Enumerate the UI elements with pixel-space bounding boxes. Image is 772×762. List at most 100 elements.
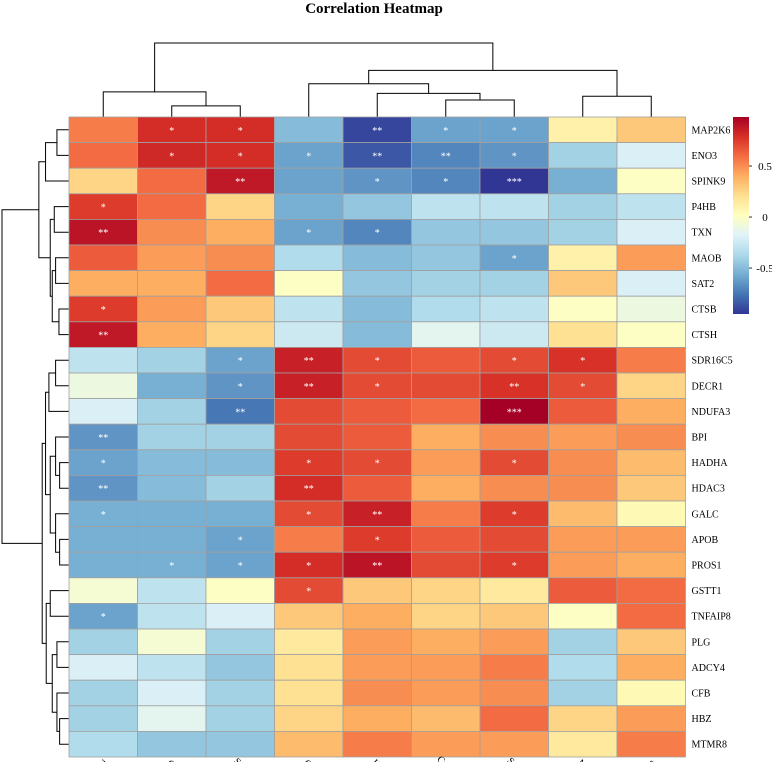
heatmap-cell: [205, 603, 275, 630]
heatmap-cell: [411, 167, 481, 195]
heatmap-cell: [68, 731, 138, 758]
heatmap-cell: [616, 193, 686, 220]
heatmap-cell: [342, 577, 412, 604]
heatmap-cell: [342, 705, 412, 732]
heatmap-cell: [274, 423, 344, 451]
heatmap-cell: [411, 628, 481, 656]
heatmap-cell: [137, 423, 207, 451]
significance-star: *: [238, 382, 243, 393]
significance-star: *: [306, 561, 311, 572]
heatmap-cell: [274, 321, 344, 348]
heatmap-cell: [342, 244, 412, 272]
heatmap-cell: [274, 167, 344, 195]
row-label: ENO3: [692, 151, 718, 162]
heatmap-cell: [479, 705, 549, 732]
heatmap-cell: [548, 321, 618, 348]
heatmap-cell: [548, 628, 618, 656]
row-label: CTSB: [692, 305, 717, 316]
column-label: Gly: [164, 758, 182, 762]
heatmap-cell: [342, 218, 412, 246]
heatmap-cell: [68, 577, 138, 604]
heatmap-cell: [68, 603, 138, 630]
heatmap-cell: [342, 295, 412, 323]
significance-star: *: [101, 305, 106, 316]
heatmap-cell: [548, 167, 618, 195]
heatmap-cell: [616, 449, 686, 476]
heatmap-cell: [548, 705, 618, 732]
heatmap-cell: [68, 654, 138, 681]
heatmap-cell: [548, 295, 618, 323]
row-label: TXN: [692, 228, 713, 239]
row-label: HADHA: [692, 458, 729, 469]
heatmap-cell: [342, 423, 412, 451]
chart-title: Correlation Heatmap: [305, 1, 443, 17]
heatmap-cell: [68, 500, 138, 528]
heatmap-cell: [342, 474, 412, 502]
heatmap-cell: [274, 295, 344, 323]
heatmap-cell: [479, 474, 549, 502]
row-dendrogram: [1, 129, 69, 745]
heatmap-cell: [411, 449, 481, 476]
heatmap-cell: [68, 218, 138, 246]
heatmap-cell: [411, 193, 481, 220]
heatmap-cell: [205, 526, 275, 553]
heatmap-cell: [205, 423, 275, 451]
heatmap-cell: [411, 500, 481, 528]
heatmap-cell: [205, 551, 275, 579]
heatmap-cell: [479, 244, 549, 272]
significance-star: *: [375, 228, 380, 239]
significance-star: *: [306, 459, 311, 470]
heatmap-cell: [479, 731, 549, 758]
heatmap-cell: [274, 244, 344, 272]
heatmap-cell: [68, 628, 138, 656]
heatmap-cell: [411, 705, 481, 732]
heatmap-cell: [274, 142, 344, 169]
heatmap-cell: [616, 679, 686, 707]
heatmap-cell: [68, 551, 138, 579]
heatmap-cell: [616, 218, 686, 246]
heatmap-cell: [411, 321, 481, 348]
heatmap-cell: [274, 193, 344, 220]
heatmap-cell: [68, 372, 138, 400]
heatmap-cell: [616, 244, 686, 272]
heatmap-cell: [548, 244, 618, 272]
heatmap-cell: [411, 295, 481, 323]
column-label: SAH: [231, 756, 253, 762]
heatmap-cell: [274, 654, 344, 681]
heatmap-cell: [205, 321, 275, 348]
heatmap-cell: [205, 654, 275, 681]
heatmap-cell: [479, 654, 549, 681]
heatmap-cell: [479, 372, 549, 400]
significance-star: *: [580, 356, 585, 367]
heatmap-cell: [137, 193, 207, 220]
column-label: Hcy: [369, 757, 389, 762]
heatmap-cell: [411, 654, 481, 681]
significance-star: *: [512, 459, 517, 470]
heatmap-cell: [616, 295, 686, 323]
heatmap-cell: [411, 244, 481, 272]
row-label: ADCY4: [692, 663, 725, 674]
significance-star: **: [98, 331, 108, 342]
heatmap-cell: [274, 398, 344, 425]
heatmap-cell: [548, 346, 618, 374]
significance-star: *: [443, 126, 448, 137]
significance-star: *: [306, 587, 311, 598]
heatmap-cell: [548, 654, 618, 681]
significance-star: *: [375, 382, 380, 393]
significance-star: **: [304, 484, 314, 495]
heatmap-cell: [205, 295, 275, 323]
significance-star: ***: [507, 177, 522, 188]
row-label: PROS1: [692, 561, 722, 572]
heatmap-cell: [342, 628, 412, 656]
heatmap-cell: [274, 500, 344, 528]
row-label: DECR1: [692, 381, 724, 392]
heatmap-cell: [137, 577, 207, 604]
heatmap-cell: [411, 398, 481, 425]
significance-star: **: [441, 151, 451, 162]
significance-star: *: [306, 510, 311, 521]
heatmap-cell: [274, 372, 344, 400]
significance-star: *: [375, 356, 380, 367]
heatmap-cell: [548, 142, 618, 169]
heatmap-cell: [479, 603, 549, 630]
